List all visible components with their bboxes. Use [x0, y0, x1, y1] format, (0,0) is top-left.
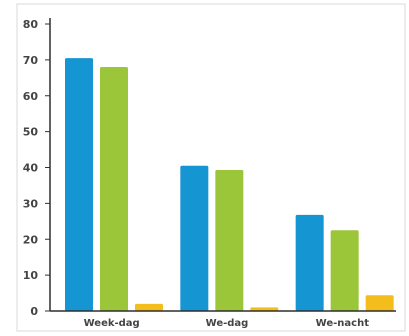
- y-tick-label-10: 10: [23, 269, 39, 282]
- y-tick-label-0: 0: [30, 305, 38, 318]
- x-category-label-1: Week-dag: [84, 318, 140, 329]
- y-tick-label-70: 70: [23, 54, 39, 67]
- bar-we-dag-series-1: [180, 165, 209, 311]
- bar-week-dag-series-3: [135, 303, 163, 311]
- x-category-label-3: We-nacht: [316, 318, 370, 329]
- x-category-label-2: We-dag: [206, 318, 249, 329]
- chart-border: [16, 3, 406, 332]
- y-axis: 0 10 20 30 40 50 60 70 80: [23, 18, 50, 318]
- bar-we-nacht-series-1: [295, 214, 324, 311]
- y-tick-label-30: 30: [23, 197, 39, 210]
- bar-week-dag-series-2: [100, 67, 128, 311]
- bar-we-nacht-series-3: [365, 295, 394, 311]
- y-tick-label-20: 20: [23, 233, 39, 246]
- y-tick-label-40: 40: [23, 162, 39, 175]
- y-tick-label-60: 60: [23, 90, 39, 103]
- y-tick-label-50: 50: [23, 126, 39, 139]
- bars-group: [65, 58, 394, 311]
- x-axis-labels: Week-dag We-dag We-nacht: [84, 318, 370, 329]
- bar-we-nacht-series-2: [330, 230, 359, 311]
- y-tick-label-80: 80: [23, 18, 39, 31]
- bar-week-dag-series-1: [65, 58, 93, 311]
- bar-we-dag-series-2: [215, 170, 244, 311]
- bar-we-dag-series-3: [250, 307, 279, 311]
